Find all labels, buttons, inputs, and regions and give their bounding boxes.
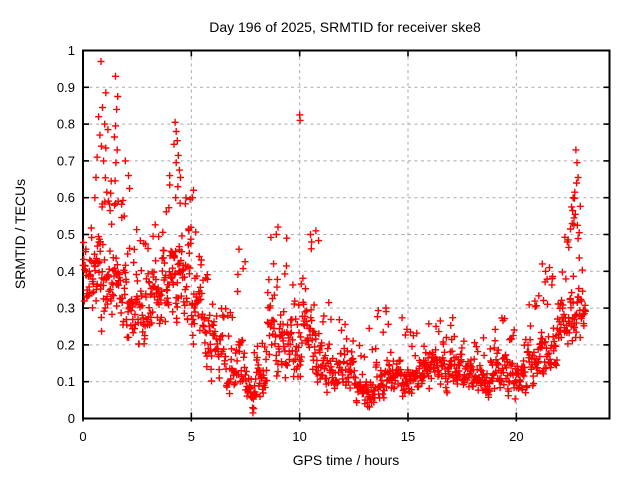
svg-text:1: 1 <box>68 43 75 58</box>
x-axis-label: GPS time / hours <box>292 452 400 468</box>
svg-text:15: 15 <box>401 429 415 444</box>
svg-text:0.3: 0.3 <box>57 301 75 316</box>
svg-text:20: 20 <box>509 429 523 444</box>
svg-text:0.1: 0.1 <box>57 374 75 389</box>
data-points <box>79 58 589 417</box>
axis-ticks <box>82 49 610 422</box>
svg-text:0: 0 <box>79 429 86 444</box>
svg-text:0.8: 0.8 <box>57 117 75 132</box>
svg-text:0: 0 <box>68 411 75 426</box>
svg-text:0.9: 0.9 <box>57 80 75 95</box>
svg-text:0.2: 0.2 <box>57 337 75 352</box>
y-tick-labels: 0 0.1 0.2 0.3 0.4 0.5 0.6 0.7 0.8 0.9 1 <box>57 43 75 426</box>
y-axis-label: SRMTID / TECUs <box>12 178 28 290</box>
svg-text:5: 5 <box>188 429 195 444</box>
svg-text:0.4: 0.4 <box>57 264 75 279</box>
chart-title: Day 196 of 2025, SRMTID for receiver ske… <box>209 19 481 35</box>
svg-text:0.5: 0.5 <box>57 227 75 242</box>
svg-text:0.7: 0.7 <box>57 153 75 168</box>
svg-text:10: 10 <box>292 429 306 444</box>
svg-text:0.6: 0.6 <box>57 190 75 205</box>
x-tick-labels: 0 5 10 15 20 <box>79 429 523 444</box>
